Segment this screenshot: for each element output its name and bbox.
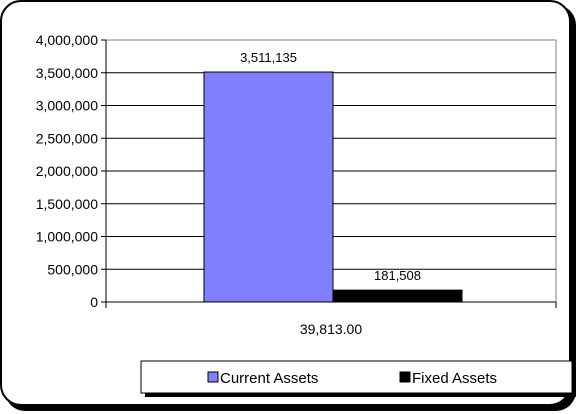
y-tick-label: 1,000,000 <box>36 229 98 245</box>
legend-label: Current Assets <box>220 370 318 387</box>
x-tick-label: 39,813.00 <box>300 321 362 337</box>
data-label: 3,511,135 <box>240 50 297 65</box>
y-tick-label: 500,000 <box>47 261 98 277</box>
bars <box>203 71 463 303</box>
legend: Current Assets Fixed Assets <box>140 360 576 397</box>
data-label: 181,508 <box>374 268 421 283</box>
y-tick-label: 4,000,000 <box>36 32 98 48</box>
bar-current-assets <box>203 71 334 303</box>
y-tick-label: 2,500,000 <box>36 130 98 146</box>
data-labels: 3,511,135 181,508 <box>240 50 421 283</box>
y-tick-label: 3,500,000 <box>36 65 98 81</box>
y-axis: 0 500,000 1,000,000 1,500,000 2,000,000 2,500… <box>36 32 107 310</box>
y-tick-label: 1,500,000 <box>36 196 98 212</box>
legend-label: Fixed Assets <box>412 370 497 387</box>
y-tick-label: 0 <box>90 294 98 310</box>
legend-box <box>140 360 573 394</box>
legend-swatch <box>207 371 219 383</box>
legend-items: Current Assets Fixed Assets <box>207 370 497 387</box>
y-tick-label: 3,000,000 <box>36 98 98 114</box>
legend-swatch <box>399 371 411 383</box>
x-axis: 39,813.00 <box>105 301 557 337</box>
y-tick-label: 2,000,000 <box>36 163 98 179</box>
bar-fixed-assets <box>332 289 463 303</box>
